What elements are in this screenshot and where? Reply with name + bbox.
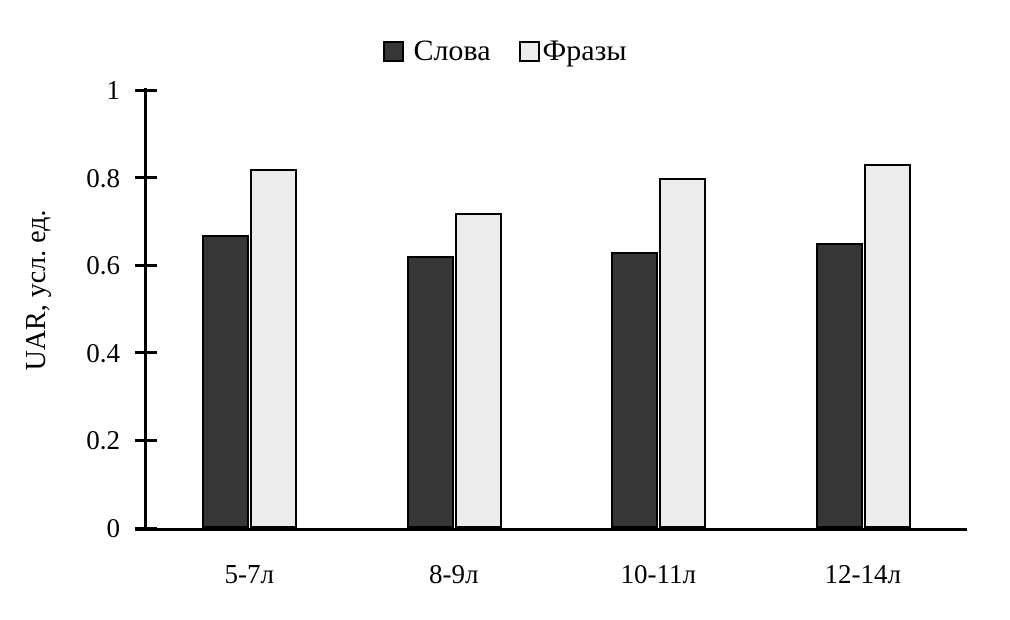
legend-item-phrases: Фразы: [518, 34, 627, 67]
bar-series-1-cat-2: [659, 177, 707, 528]
x-axis-label: 12-14л: [824, 559, 901, 589]
y-tick-label: 0.8: [86, 162, 120, 193]
bar-series-1-cat-3: [863, 164, 911, 528]
y-tick-label: 0.4: [86, 337, 120, 368]
bar-series-1-cat-1: [454, 212, 502, 528]
legend-item-words: Слова: [383, 34, 491, 67]
legend-label-phrases: Фразы: [542, 34, 627, 67]
words-series-swatch: [383, 40, 405, 62]
phrases-series-swatch: [518, 40, 540, 62]
y-tick-mark: [135, 263, 157, 267]
y-tick-mark: [135, 351, 157, 355]
legend-label-words: Слова: [413, 34, 491, 67]
y-tick-mark: [135, 176, 157, 180]
bar-series-0-cat-0: [202, 234, 250, 528]
y-tick-mark: [135, 438, 157, 442]
y-tick-mark: [135, 526, 157, 530]
y-tick-label: 0.6: [86, 250, 120, 281]
y-tick-label: 0.2: [86, 425, 120, 456]
plot-area: 0 0.2 0.4 0.6 0.8 1 5-7л 8-9л 10-11л 12-14л: [86, 75, 967, 589]
x-axis-label: 10-11л: [620, 559, 696, 589]
y-tick-label: 1: [106, 75, 121, 105]
y-tick-mark: [135, 88, 157, 92]
x-axis-line: [135, 528, 967, 531]
bar-series-0-cat-2: [611, 252, 659, 528]
bar-series-1-cat-0: [250, 168, 298, 528]
bar-series-0-cat-1: [406, 256, 454, 528]
x-axis-label: 5-7л: [224, 559, 274, 589]
y-tick-label: 0: [106, 513, 121, 543]
legend: Слова Фразы: [0, 28, 1010, 74]
x-axis-label: 8-9л: [429, 559, 479, 589]
bar-series-0-cat-3: [815, 243, 863, 528]
y-axis-line: [144, 88, 147, 531]
